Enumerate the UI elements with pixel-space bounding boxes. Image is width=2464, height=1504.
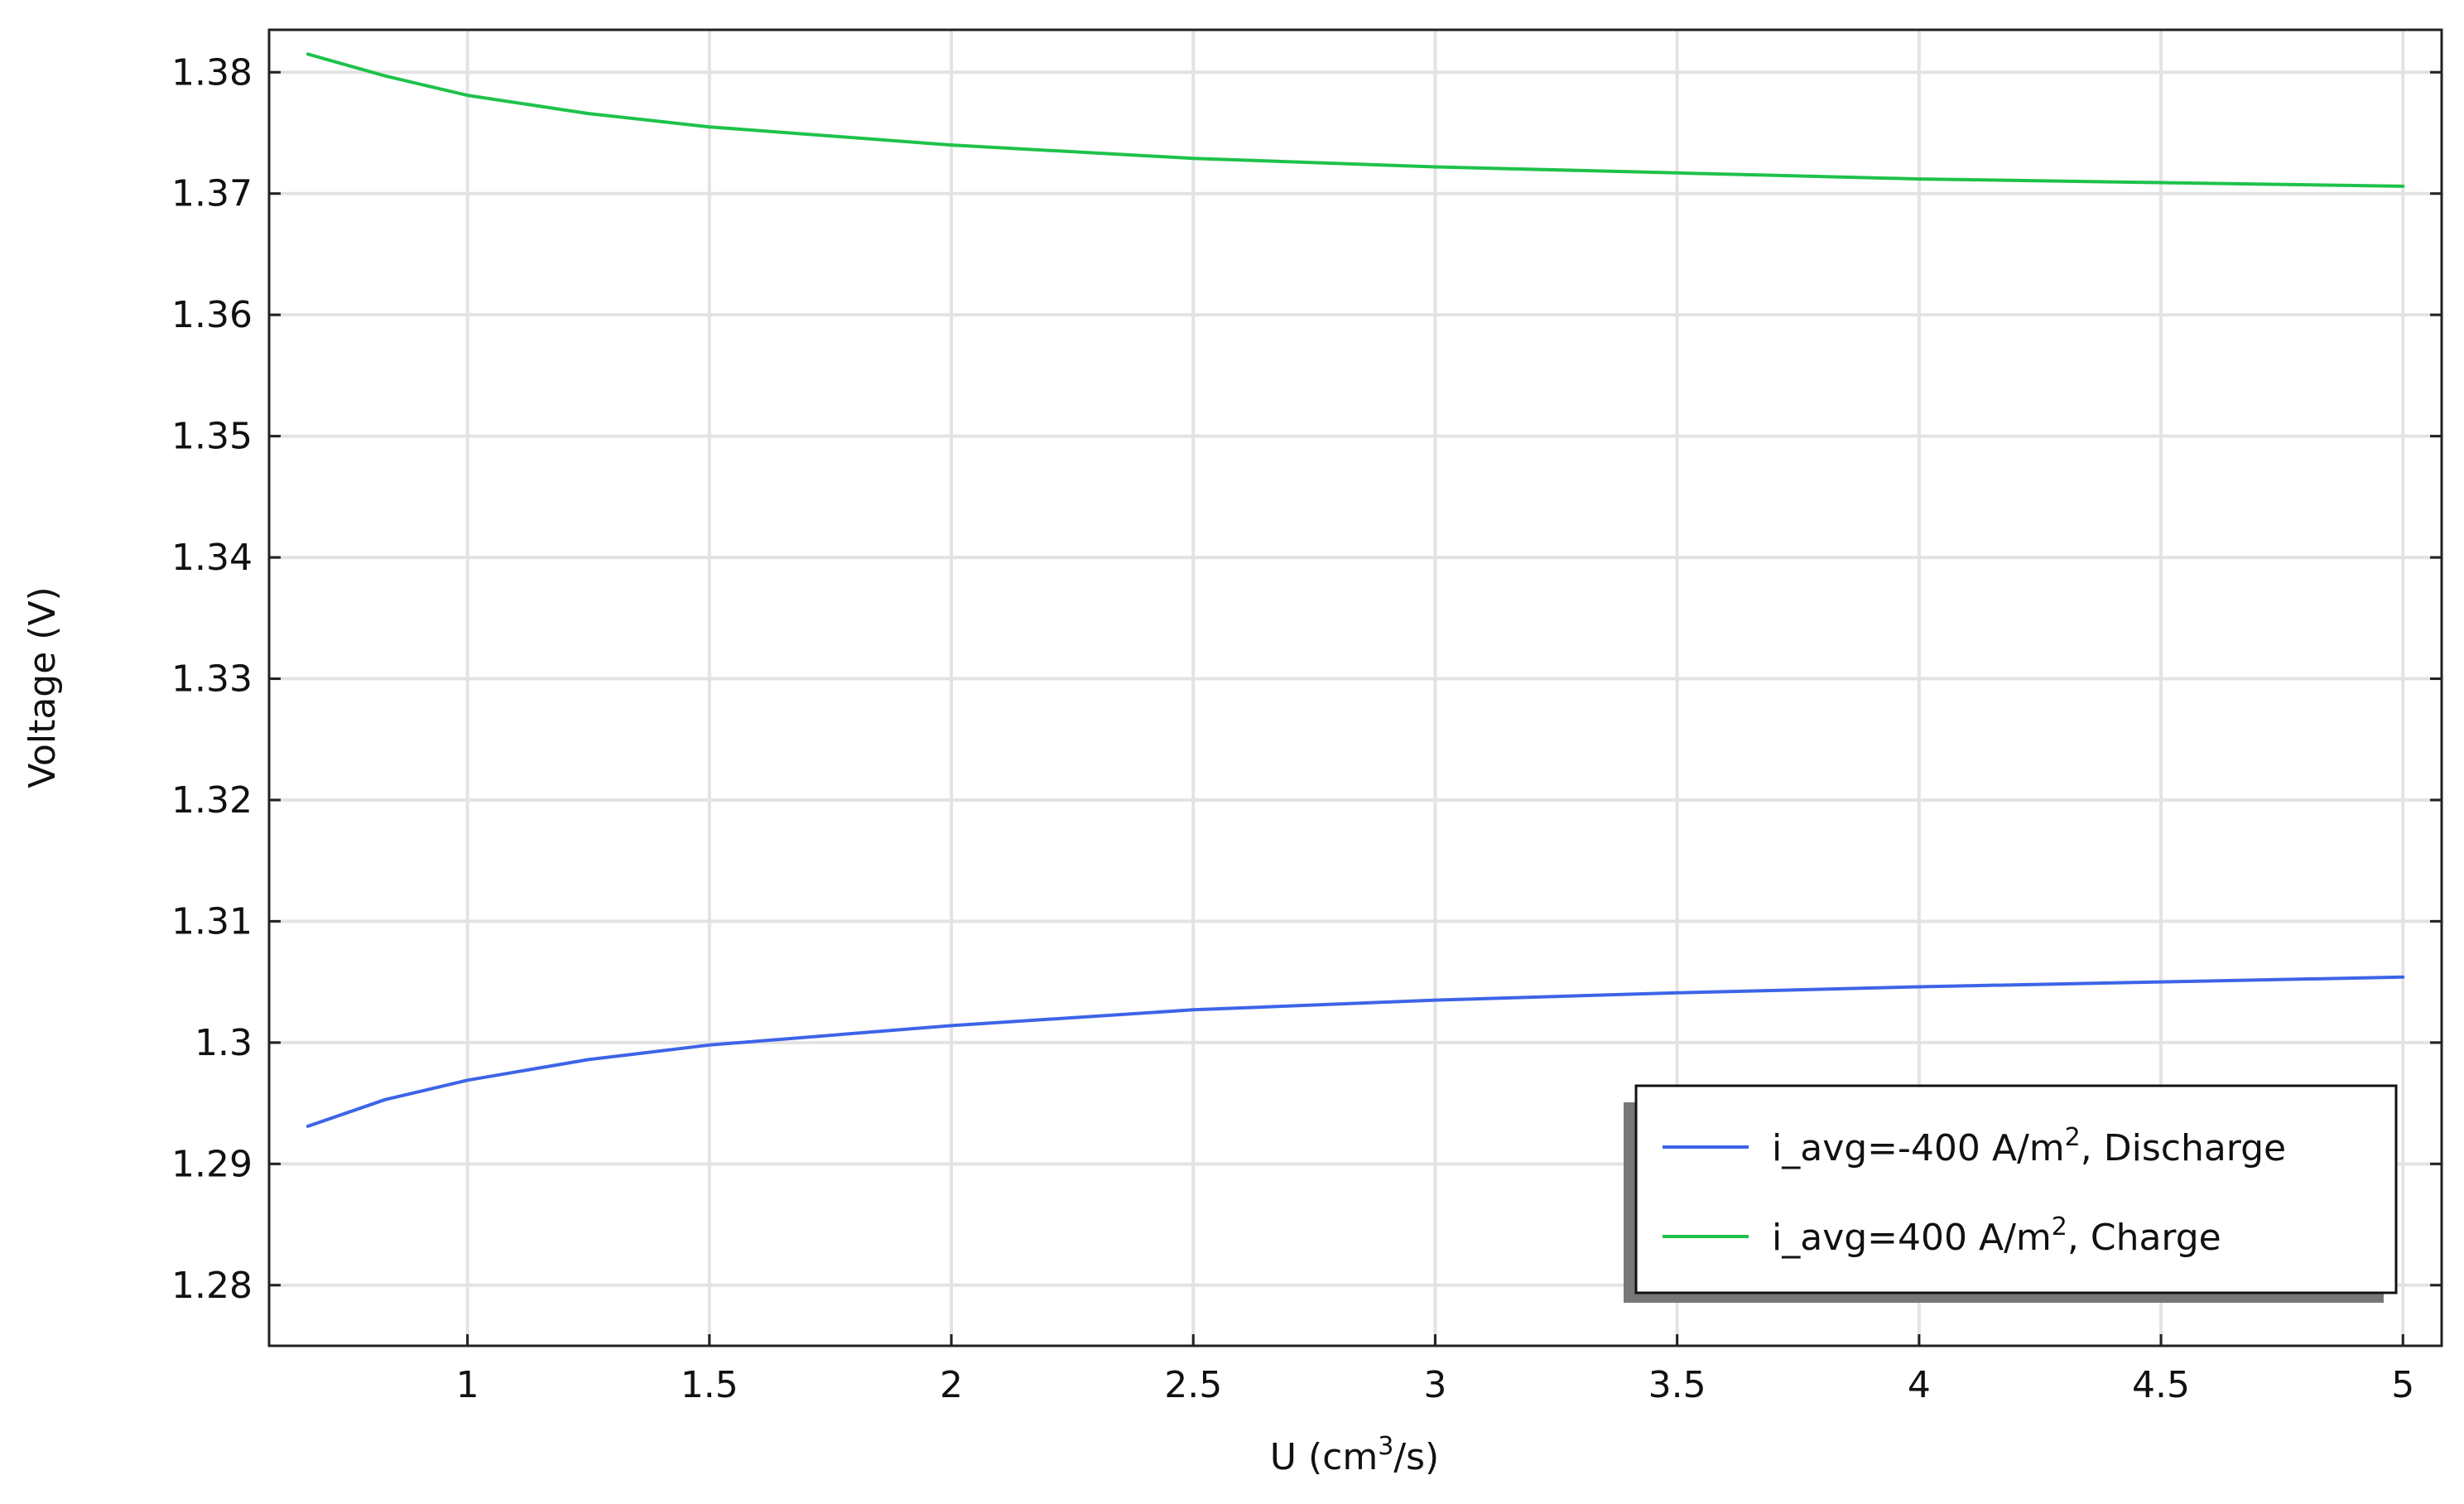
y-tick-label: 1.37 [171,173,253,215]
legend-label-discharge: i_avg=-400 A/m2, Discharge [1772,1123,2286,1169]
series-line-discharge [306,975,2405,1128]
y-tick-label: 1.34 [171,537,253,579]
x-tick-label: 3 [1423,1364,1446,1406]
y-tick-label: 1.38 [171,51,253,94]
y-axis-title: Voltage (V) [22,586,64,788]
series-lines [306,52,2405,1128]
y-tick-label: 1.33 [171,658,253,701]
x-tick-label: 4 [1908,1364,1931,1406]
plot-frame [267,28,2443,1347]
legend: i_avg=-400 A/m2, Discharge i_avg=400 A/m… [1624,1084,2398,1303]
y-tick-label: 1.28 [171,1265,253,1307]
legend-box [1634,1084,2398,1294]
x-tick-label: 1 [456,1364,479,1406]
x-tick-label: 5 [2391,1364,2414,1406]
x-tick-label: 2.5 [1164,1364,1222,1406]
x-tick-label: 1.5 [681,1364,739,1406]
x-tick-label: 2 [940,1364,963,1406]
x-tick-label: 4.5 [2132,1364,2190,1406]
x-axis-title: U (cm3/s) [1270,1432,1439,1478]
y-tick-label: 1.36 [171,294,253,336]
series-line-charge [306,52,2405,188]
legend-label-charge: i_avg=400 A/m2, Charge [1772,1212,2221,1259]
x-tick-label: 3.5 [1648,1364,1706,1406]
y-tick-label: 1.29 [171,1143,253,1185]
y-axis: 1.28 1.29 1.3 1.31 1.32 1.33 1.34 1.35 1.36 1.37 1… [171,51,2442,1307]
y-tick-label: 1.32 [171,779,253,822]
x-axis: 1 1.5 2 2.5 3 3.5 4 4.5 5 [456,1334,2414,1406]
y-tick-label: 1.35 [171,416,253,458]
y-tick-label: 1.3 [195,1022,253,1064]
grid-lines [269,30,2442,1346]
y-tick-label: 1.31 [171,900,253,942]
